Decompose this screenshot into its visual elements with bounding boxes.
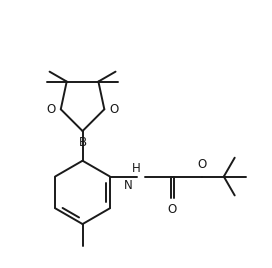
Text: B: B: [79, 136, 86, 149]
Text: N: N: [124, 178, 133, 192]
Text: H: H: [132, 162, 141, 174]
Text: O: O: [197, 158, 207, 171]
Text: O: O: [168, 203, 177, 216]
Text: O: O: [109, 103, 119, 116]
Text: O: O: [47, 103, 56, 116]
